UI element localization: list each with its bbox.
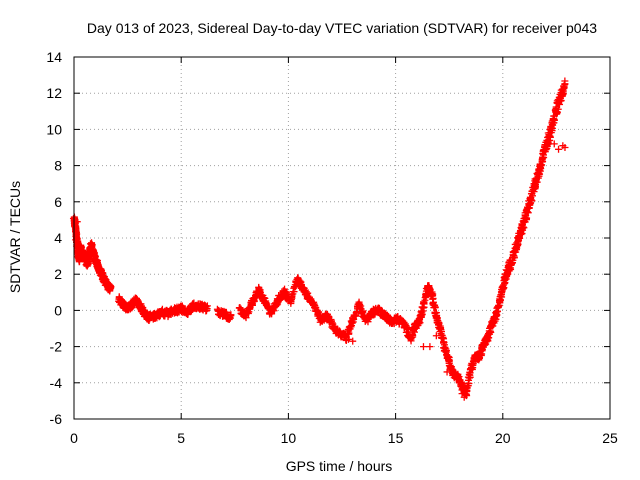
data-point <box>107 282 115 290</box>
data-point <box>527 196 535 204</box>
y-tick-label: 6 <box>54 194 62 210</box>
data-point <box>283 290 291 298</box>
x-tick-label: 25 <box>602 430 618 446</box>
y-tick-label: 8 <box>54 158 62 174</box>
data-point <box>555 145 563 153</box>
y-tick-label: 2 <box>54 266 62 282</box>
data-point <box>426 343 434 351</box>
data-point <box>524 208 532 216</box>
data-point <box>443 368 451 376</box>
data-point <box>561 144 569 151</box>
data-point <box>500 284 508 292</box>
x-tick-label: 5 <box>177 430 185 446</box>
x-tick-label: 15 <box>388 430 404 446</box>
y-tick-label: -6 <box>50 411 63 427</box>
x-tick-label: 0 <box>70 430 78 446</box>
data-point <box>528 192 536 200</box>
data-point <box>445 353 453 361</box>
y-tick-label: 0 <box>54 302 62 318</box>
x-tick-label: 20 <box>495 430 511 446</box>
axis-ticks: 0 5 10 15 20 25 -6 -4 -2 0 2 4 6 8 10 12 14 <box>46 49 618 446</box>
data-point <box>432 332 440 340</box>
data-point <box>415 320 423 328</box>
chart-title: Day 013 of 2023, Sidereal Day-to-day VTE… <box>87 20 597 36</box>
data-point <box>236 304 244 312</box>
data-point <box>349 337 357 345</box>
data-point <box>227 312 235 320</box>
x-tick-label: 10 <box>281 430 297 446</box>
data-point <box>73 218 81 226</box>
data-series <box>69 77 569 401</box>
data-point <box>546 133 554 141</box>
y-tick-label: 14 <box>46 49 62 65</box>
y-tick-label: -4 <box>50 375 63 391</box>
x-axis-label: GPS time / hours <box>286 458 393 474</box>
data-point <box>533 178 541 186</box>
y-axis-label: SDTVAR / TECUs <box>7 181 23 293</box>
data-point <box>458 390 466 398</box>
data-point <box>203 305 211 313</box>
plot-frame <box>73 56 611 420</box>
y-tick-label: 12 <box>46 85 62 101</box>
y-tick-label: -2 <box>50 339 63 355</box>
data-point <box>72 236 80 244</box>
data-point <box>419 343 427 351</box>
data-point <box>355 301 363 309</box>
data-point <box>328 319 336 327</box>
data-point <box>550 140 558 148</box>
data-point <box>561 77 569 85</box>
data-point <box>344 335 352 343</box>
data-point <box>559 88 567 96</box>
data-point <box>273 301 281 309</box>
y-tick-label: 4 <box>54 230 62 246</box>
data-point <box>554 105 562 113</box>
data-point <box>550 116 558 124</box>
y-tick-label: 10 <box>46 121 62 137</box>
data-point <box>460 393 468 401</box>
grid <box>74 57 610 419</box>
